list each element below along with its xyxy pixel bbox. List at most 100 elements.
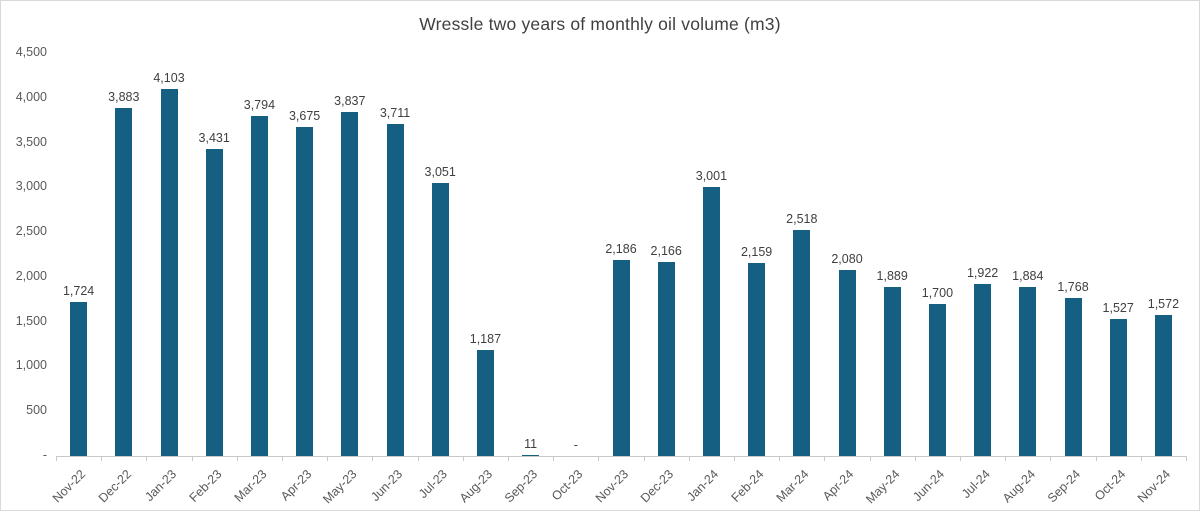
bar-Sep-24 — [1064, 298, 1082, 456]
bar-Dec-22 — [115, 108, 133, 456]
plot-area: 1,724 3,883 4,103 3,431 3,794 3,675 3,837 3,711… — [56, 53, 1187, 461]
bar-Mar-24 — [793, 230, 811, 456]
bar-Mar-23 — [250, 116, 268, 456]
x-axis-label-Jul-23: Jul-23 — [416, 467, 451, 501]
x-axis-tick — [824, 456, 825, 461]
x-axis-label-May-24: May-24 — [862, 467, 903, 507]
bar-value-label-May-23: 3,837 — [334, 94, 366, 108]
x-axis-label-Mar-24: Mar-24 — [773, 467, 812, 505]
bar-value-label-Oct-23: - — [573, 438, 578, 452]
y-axis-label-4,000: 4,000 — [15, 89, 47, 104]
bar-Nov-23 — [612, 260, 630, 456]
bar-value-label-Apr-24: 2,080 — [831, 252, 863, 266]
bar-Apr-24 — [838, 270, 856, 456]
y-axis-label-1,000: 1,000 — [15, 358, 47, 373]
x-axis-tick — [101, 456, 102, 461]
bar-value-label-Nov-23: 2,186 — [605, 242, 637, 256]
bar-value-label-Nov-24: 1,572 — [1147, 297, 1180, 311]
x-axis-label-Jan-23: Jan-23 — [141, 467, 179, 504]
bar-Dec-23 — [657, 262, 675, 456]
x-axis-tick — [553, 456, 554, 461]
bar-Jan-24 — [702, 187, 720, 456]
x-axis: Nov-22 Dec-22 Jan-23 Feb-23 Mar-23 Apr-23 May-… — [50, 457, 1186, 510]
x-axis-label-Sep-24: Sep-24 — [1044, 467, 1083, 506]
x-axis-tick — [1141, 456, 1142, 461]
x-axis-label-Jun-23: Jun-23 — [367, 467, 405, 504]
x-axis-label-May-23: May-23 — [320, 467, 360, 507]
x-axis-tick — [1050, 456, 1051, 461]
x-axis-label-Sep-23: Sep-23 — [502, 467, 541, 506]
bar-May-24 — [883, 287, 901, 456]
x-axis-label-Dec-22: Dec-22 — [95, 467, 134, 506]
bar-Nov-22 — [70, 302, 88, 456]
bar-Oct-24 — [1109, 319, 1127, 456]
x-axis-label-Jul-24: Jul-24 — [958, 467, 993, 501]
x-axis-label-Jun-24: Jun-24 — [910, 467, 948, 504]
bar-value-label-Mar-24: 2,518 — [786, 212, 818, 226]
bar-value-label-Nov-22: 1,724 — [62, 284, 95, 298]
x-axis-tick — [644, 456, 645, 461]
x-axis-tick — [915, 456, 916, 461]
y-axis-label-4,500: 4,500 — [15, 45, 47, 59]
bar-Apr-23 — [296, 127, 314, 456]
x-axis-label-Mar-23: Mar-23 — [231, 467, 270, 505]
bar-Jul-23 — [431, 183, 449, 456]
x-axis-tick — [1186, 456, 1187, 461]
bar-value-label-May-24: 1,889 — [876, 269, 908, 283]
x-axis-tick — [418, 456, 419, 461]
x-axis-label-Apr-23: Apr-23 — [278, 467, 315, 504]
y-axis-label-1,500: 1,500 — [15, 313, 47, 328]
x-axis-tick — [689, 456, 690, 461]
x-axis-tick — [146, 456, 147, 461]
x-axis-tick — [192, 456, 193, 461]
bar-value-label-Dec-23: 2,166 — [650, 244, 682, 258]
x-axis-tick — [327, 456, 328, 461]
x-axis-tick — [508, 456, 509, 461]
bar-value-label-Jul-23: 3,051 — [424, 165, 456, 179]
bar-value-label-Feb-24: 2,159 — [740, 245, 773, 259]
x-axis-label-Oct-23: Oct-23 — [549, 467, 586, 504]
x-axis-label-Nov-23: Nov-23 — [592, 467, 631, 506]
bar-value-label-Jun-23: 3,711 — [379, 106, 411, 120]
bar-Feb-24 — [748, 263, 766, 456]
bar-value-label-Mar-23: 3,794 — [243, 98, 276, 112]
y-axis-label--: - — [42, 448, 47, 462]
bar-value-label-Dec-22: 3,883 — [108, 90, 140, 104]
x-axis-label-Oct-24: Oct-24 — [1091, 467, 1129, 504]
x-axis-label-Jan-24: Jan-24 — [684, 467, 722, 504]
bar-value-label-Jan-23: 4,103 — [153, 71, 185, 85]
y-axis-label-3,000: 3,000 — [15, 179, 47, 194]
x-axis-tick — [1096, 456, 1097, 461]
bar-Feb-23 — [205, 149, 223, 456]
bar-Jul-24 — [974, 284, 992, 456]
x-axis-label-Dec-23: Dec-23 — [637, 467, 677, 506]
x-axis-tick — [372, 456, 373, 461]
x-axis-label-Feb-23: Feb-23 — [186, 467, 225, 505]
x-axis-tick — [463, 456, 464, 461]
bar-value-label-Jul-24: 1,922 — [966, 266, 999, 280]
x-axis-tick — [237, 456, 238, 461]
bar-value-label-Jan-24: 3,001 — [695, 169, 728, 183]
x-axis-label-Aug-24: Aug-24 — [999, 467, 1038, 506]
bar-Jun-23 — [386, 124, 404, 456]
y-axis-label-3,500: 3,500 — [15, 134, 47, 149]
x-axis-tick — [598, 456, 599, 461]
bar-value-label-Sep-24: 1,768 — [1057, 280, 1089, 294]
x-axis-tick — [734, 456, 735, 461]
bar-Jan-23 — [160, 89, 178, 456]
bar-value-label-Aug-23: 1,187 — [469, 332, 502, 346]
bar-Aug-24 — [1019, 287, 1037, 456]
x-axis-tick — [779, 456, 780, 461]
x-axis-label-Nov-22: Nov-22 — [50, 467, 89, 506]
x-axis-label-Apr-24: Apr-24 — [820, 467, 857, 504]
y-axis-label-500: 500 — [26, 403, 47, 418]
chart-title: Wressle two years of monthly oil volume … — [419, 14, 781, 34]
x-axis-label-Aug-23: Aug-23 — [456, 467, 496, 506]
y-axis-label-2,000: 2,000 — [15, 268, 47, 283]
bar-Aug-23 — [476, 350, 494, 456]
bar-value-label-Sep-23: 11 — [524, 437, 538, 451]
x-axis-tick — [870, 456, 871, 461]
x-axis-tick — [282, 456, 283, 461]
y-axis-label-2,500: 2,500 — [15, 224, 47, 239]
